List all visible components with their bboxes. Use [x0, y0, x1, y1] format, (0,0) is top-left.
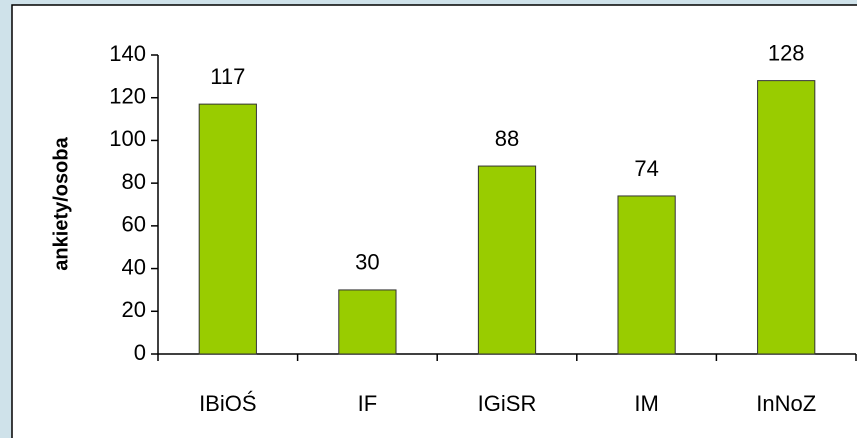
y-tick-label: 120: [109, 84, 146, 109]
data-label: 117: [210, 64, 245, 89]
x-tick-label: IF: [358, 391, 378, 416]
data-label: 88: [495, 126, 519, 151]
y-tick-label: 100: [109, 126, 146, 151]
bar: [617, 195, 676, 355]
x-tick-label: InNoZ: [756, 391, 816, 416]
bar: [198, 103, 257, 355]
data-label: 74: [634, 156, 658, 181]
y-tick-label: 60: [122, 212, 146, 237]
x-tick-label: IGiSR: [478, 391, 537, 416]
y-tick-label: 140: [109, 41, 146, 66]
y-axis-label: ankiety/osoba: [50, 136, 72, 270]
data-label: 30: [355, 250, 379, 275]
y-tick-label: 80: [122, 169, 146, 194]
bar: [477, 165, 537, 355]
bar: [338, 289, 397, 355]
x-tick-label: IBiOŚ: [199, 391, 256, 416]
chart-area: [11, 4, 857, 438]
y-tick-label: 40: [122, 254, 146, 279]
bar: [757, 80, 816, 355]
x-tick-label: IM: [634, 391, 658, 416]
y-tick-label: 20: [122, 297, 146, 322]
y-tick-label: 0: [134, 340, 146, 365]
data-label: 128: [768, 40, 805, 65]
